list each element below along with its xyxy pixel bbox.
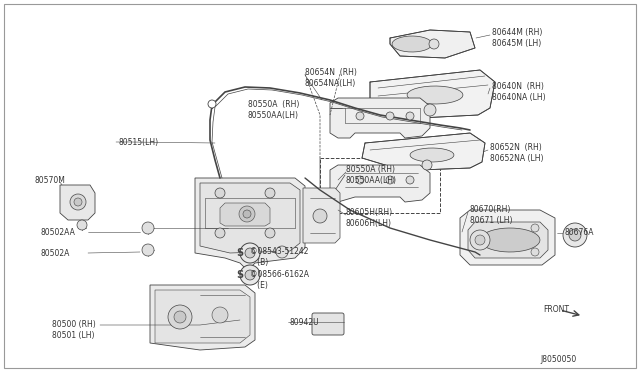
Circle shape <box>406 112 414 120</box>
Text: 80670(RH)
80671 (LH): 80670(RH) 80671 (LH) <box>470 205 513 225</box>
Text: S: S <box>236 248 244 258</box>
Text: 80676A: 80676A <box>565 228 595 237</box>
Polygon shape <box>200 183 300 253</box>
Polygon shape <box>220 203 270 226</box>
Polygon shape <box>410 148 454 162</box>
Circle shape <box>174 311 186 323</box>
Text: 80942U: 80942U <box>290 318 319 327</box>
Polygon shape <box>392 36 432 52</box>
Circle shape <box>386 112 394 120</box>
Circle shape <box>356 112 364 120</box>
Polygon shape <box>480 228 540 252</box>
Text: 80550A (RH)
80550AA(LH): 80550A (RH) 80550AA(LH) <box>346 165 397 185</box>
Polygon shape <box>60 185 95 220</box>
Circle shape <box>531 224 539 232</box>
Circle shape <box>243 210 251 218</box>
Circle shape <box>265 188 275 198</box>
Circle shape <box>212 307 228 323</box>
Text: 80550A  (RH)
80550AA(LH): 80550A (RH) 80550AA(LH) <box>248 100 300 120</box>
Text: 80652N  (RH)
80652NA (LH): 80652N (RH) 80652NA (LH) <box>490 143 543 163</box>
Text: FRONT: FRONT <box>543 305 569 314</box>
Polygon shape <box>150 285 255 350</box>
Circle shape <box>70 194 86 210</box>
Circle shape <box>168 305 192 329</box>
Text: 80502AA: 80502AA <box>40 228 75 237</box>
Circle shape <box>356 176 364 184</box>
Text: 80570M: 80570M <box>34 176 65 185</box>
FancyBboxPatch shape <box>312 313 344 335</box>
Circle shape <box>215 228 225 238</box>
Text: J8050050: J8050050 <box>540 355 576 364</box>
Circle shape <box>142 222 154 234</box>
Text: 80502A: 80502A <box>40 249 69 258</box>
Circle shape <box>215 188 225 198</box>
Circle shape <box>470 230 490 250</box>
Circle shape <box>422 160 432 170</box>
Circle shape <box>77 220 87 230</box>
Circle shape <box>208 100 216 108</box>
Polygon shape <box>195 178 305 268</box>
Text: 80644M (RH)
80645M (LH): 80644M (RH) 80645M (LH) <box>492 28 542 48</box>
Text: 80500 (RH)
80501 (LH): 80500 (RH) 80501 (LH) <box>52 320 96 340</box>
Circle shape <box>475 235 485 245</box>
Circle shape <box>406 176 414 184</box>
Circle shape <box>313 209 327 223</box>
Circle shape <box>563 223 587 247</box>
Circle shape <box>240 243 260 263</box>
Polygon shape <box>370 70 495 118</box>
Polygon shape <box>460 210 555 265</box>
Polygon shape <box>330 165 430 202</box>
Circle shape <box>424 104 436 116</box>
Circle shape <box>239 206 255 222</box>
Circle shape <box>386 176 394 184</box>
Circle shape <box>569 229 581 241</box>
Polygon shape <box>330 98 430 138</box>
Bar <box>320 158 440 213</box>
Polygon shape <box>407 86 463 104</box>
Text: 80654N  (RH)
80654NA(LH): 80654N (RH) 80654NA(LH) <box>305 68 357 88</box>
Text: S: S <box>236 270 244 280</box>
Polygon shape <box>155 290 250 343</box>
Text: ©08543-51242
   (B): ©08543-51242 (B) <box>250 247 308 267</box>
Polygon shape <box>303 188 340 243</box>
Text: 80605H(RH)
80606H(LH): 80605H(RH) 80606H(LH) <box>346 208 393 228</box>
Polygon shape <box>468 222 548 258</box>
Circle shape <box>142 244 154 256</box>
Circle shape <box>240 265 260 285</box>
Text: 80640N  (RH)
80640NA (LH): 80640N (RH) 80640NA (LH) <box>492 82 546 102</box>
Circle shape <box>265 228 275 238</box>
Circle shape <box>245 270 255 280</box>
Circle shape <box>429 39 439 49</box>
Polygon shape <box>390 30 475 58</box>
Circle shape <box>245 248 255 258</box>
Circle shape <box>74 198 82 206</box>
Circle shape <box>531 248 539 256</box>
Polygon shape <box>362 133 485 170</box>
Text: 80515(LH): 80515(LH) <box>118 138 158 147</box>
Circle shape <box>276 246 288 258</box>
Text: ©08566-6162A
   (E): ©08566-6162A (E) <box>250 270 309 290</box>
